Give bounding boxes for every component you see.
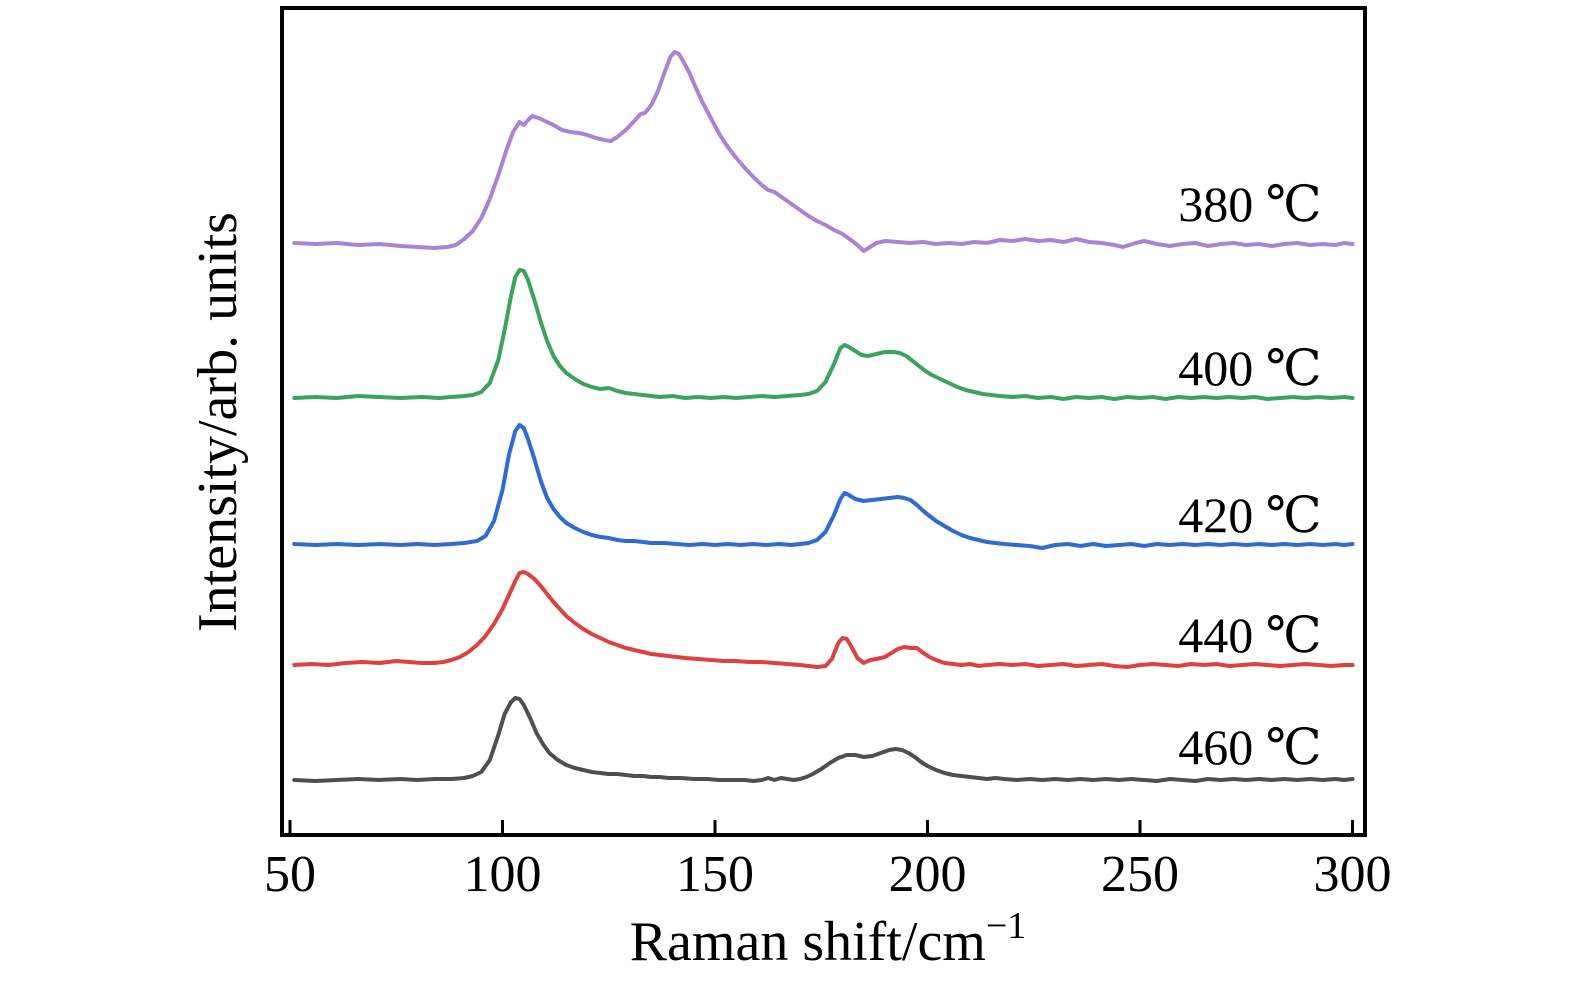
x-axis-label-superscript: −1	[986, 905, 1026, 947]
series-label-380C: 380 ℃	[1178, 176, 1321, 232]
trace-460C	[292, 696, 1355, 783]
x-axis-label-main: Raman shift/cm	[630, 911, 986, 973]
x-tick-label: 50	[264, 846, 316, 903]
x-tick-label: 150	[676, 846, 754, 903]
series-label-group: 380 ℃ 400 ℃ 420 ℃ 440 ℃ 460 ℃	[1178, 176, 1321, 775]
series-label-460C: 460 ℃	[1178, 719, 1321, 775]
x-tick-label: 200	[889, 846, 967, 903]
trace-440C	[292, 570, 1355, 669]
series-label-420C: 420 ℃	[1178, 487, 1321, 543]
trace-380C	[292, 50, 1355, 253]
trace-420C	[292, 423, 1355, 550]
series-label-440C: 440 ℃	[1178, 607, 1321, 663]
x-tick-label: 250	[1101, 846, 1179, 903]
x-tick-label: 100	[464, 846, 542, 903]
x-axis-ticks: 50 100 150 200 250 300	[264, 820, 1392, 903]
series-label-400C: 400 ℃	[1178, 340, 1321, 396]
plot-border	[280, 6, 1367, 837]
y-axis-label: Intensity/arb. units	[187, 212, 249, 632]
trace-group	[292, 50, 1355, 783]
x-tick-label: 300	[1314, 846, 1392, 903]
x-axis-label: Raman shift/cm−1	[630, 905, 1027, 973]
trace-400C	[292, 268, 1355, 401]
